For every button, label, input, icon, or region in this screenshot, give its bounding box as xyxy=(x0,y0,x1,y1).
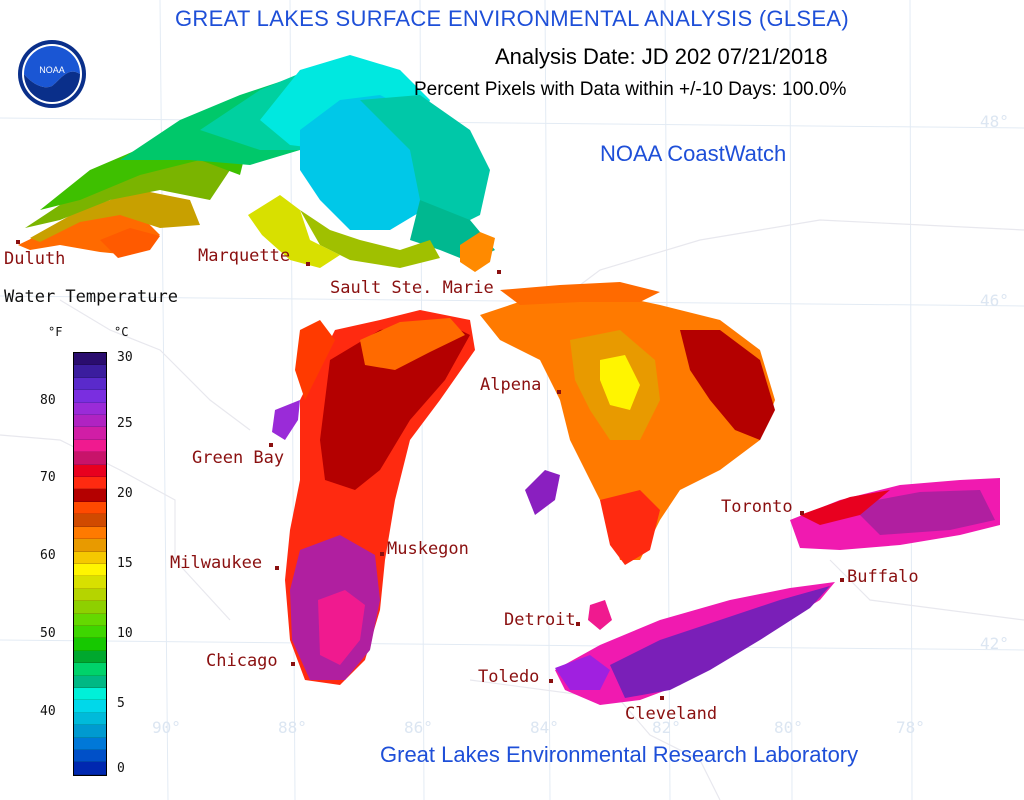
lake-huron xyxy=(480,282,775,565)
colorbar-swatch xyxy=(74,762,106,775)
noaa-logo: NOAA xyxy=(16,38,88,110)
city-label-muskegon: Muskegon xyxy=(387,539,469,559)
coastwatch-label: NOAA CoastWatch xyxy=(600,141,787,166)
lon-label-90: 90° xyxy=(152,718,181,737)
colorbar-swatch xyxy=(74,514,106,527)
colorbar-swatch xyxy=(74,712,106,726)
legend-tick-f-40: 40 xyxy=(40,704,56,719)
city-label-alpena: Alpena xyxy=(480,375,542,395)
colorbar-swatch xyxy=(74,750,106,763)
city-label-chicago: Chicago xyxy=(206,651,278,671)
colorbar-swatch xyxy=(74,638,106,651)
city-label-toledo: Toledo xyxy=(478,667,540,687)
legend-tick-f-80: 80 xyxy=(40,393,56,408)
legend-unit-c: °C xyxy=(114,325,129,339)
city-label-green-bay: Green Bay xyxy=(192,448,285,468)
city-label-sault-ste-marie: Sault Ste. Marie xyxy=(330,278,494,298)
colorbar-swatch xyxy=(74,477,106,490)
legend-unit-f: °F xyxy=(48,325,63,339)
legend-tick-f-60: 60 xyxy=(40,548,56,563)
colorbar-swatch xyxy=(74,687,106,701)
legend-tick-c-10: 10 xyxy=(117,626,133,641)
colorbar-swatch xyxy=(74,576,106,589)
lon-label-78: 78° xyxy=(896,718,925,737)
lon-label-80: 80° xyxy=(774,718,803,737)
colorbar-swatch xyxy=(74,737,106,750)
legend-tick-f-70: 70 xyxy=(40,470,56,485)
lon-label-82: 82° xyxy=(652,718,681,737)
colorbar-swatch xyxy=(74,613,106,626)
legend-tick-c-0: 0 xyxy=(117,761,125,776)
colorbar-swatch xyxy=(74,464,106,478)
colorbar-swatch xyxy=(74,427,106,440)
lon-label-86: 86° xyxy=(404,718,433,737)
colorbar-swatch xyxy=(74,402,106,416)
legend-tick-c-25: 25 xyxy=(117,416,133,431)
lon-label-88: 88° xyxy=(278,718,307,737)
lake-erie xyxy=(555,582,835,705)
lat-label-48: 48° xyxy=(980,112,1009,131)
glerl-label: Great Lakes Environmental Research Labor… xyxy=(380,742,859,767)
colorbar-swatch xyxy=(74,439,106,453)
colorbar-swatch xyxy=(74,415,106,428)
city-label-toronto: Toronto xyxy=(721,497,793,517)
analysis-date: Analysis Date: JD 202 07/21/2018 xyxy=(495,44,828,69)
lake-michigan xyxy=(272,310,475,685)
map-title: GREAT LAKES SURFACE ENVIRONMENTAL ANALYS… xyxy=(175,6,849,31)
colorbar-swatch xyxy=(74,563,106,577)
legend-tick-f-50: 50 xyxy=(40,626,56,641)
colorbar-swatch xyxy=(74,501,106,515)
city-label-milwaukee: Milwaukee xyxy=(170,553,263,573)
colorbar-swatch xyxy=(74,489,106,502)
colorbar-swatch xyxy=(74,625,106,639)
colorbar-swatch xyxy=(74,551,106,564)
lon-label-84: 84° xyxy=(530,718,559,737)
city-label-marquette: Marquette xyxy=(198,246,291,266)
colorbar-swatch xyxy=(74,650,106,664)
colorbar-swatch xyxy=(74,588,106,602)
city-label-detroit: Detroit xyxy=(504,610,576,630)
lake-ontario xyxy=(790,478,1000,550)
city-markers xyxy=(16,240,844,700)
svg-text:NOAA: NOAA xyxy=(39,65,65,75)
colorbar-swatch xyxy=(74,663,106,676)
legend-tick-c-5: 5 xyxy=(117,696,125,711)
legend-tick-c-30: 30 xyxy=(117,350,133,365)
colorbar-swatch xyxy=(74,539,106,552)
lat-label-46: 46° xyxy=(980,291,1009,310)
colorbar-swatch xyxy=(74,365,106,378)
legend-title: Water Temperature xyxy=(4,287,178,307)
lake-superior xyxy=(18,55,495,272)
percent-pixels: Percent Pixels with Data within +/-10 Da… xyxy=(414,79,847,100)
colorbar-swatch xyxy=(74,675,106,688)
legend-tick-c-20: 20 xyxy=(117,486,133,501)
city-label-duluth: Duluth xyxy=(4,249,66,269)
colorbar-swatch xyxy=(74,353,106,366)
colorbar-swatch xyxy=(74,390,106,403)
city-label-buffalo: Buffalo xyxy=(847,567,919,587)
city-label-cleveland: Cleveland xyxy=(625,704,718,724)
colorbar-swatch xyxy=(74,725,106,738)
lat-label-42: 42° xyxy=(980,634,1009,653)
colorbar-swatch xyxy=(74,452,106,465)
colorbar-swatch xyxy=(74,526,106,540)
colorbar-swatch xyxy=(74,601,106,614)
state-borders xyxy=(0,219,1024,800)
legend-tick-c-15: 15 xyxy=(117,556,133,571)
temperature-colorbar xyxy=(73,352,107,776)
colorbar-swatch xyxy=(74,700,106,713)
colorbar-swatch xyxy=(74,377,106,391)
